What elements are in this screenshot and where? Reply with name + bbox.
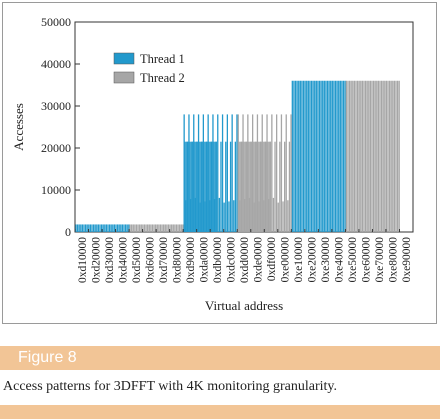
figure-label: Figure 8 bbox=[18, 349, 77, 366]
x-tick-label: 0xe10000 bbox=[293, 237, 305, 283]
y-tick-label: 10000 bbox=[41, 183, 71, 197]
chart-frame: 0 10000 20000 30000 40000 50000 Accesses 0xd100… bbox=[2, 2, 437, 324]
x-tick-label: 0xde0000 bbox=[253, 237, 265, 283]
y-tick-label: 50000 bbox=[41, 15, 71, 29]
figure-caption: Access patterns for 3DFFT with 4K monito… bbox=[3, 379, 338, 394]
x-tick-label: 0xd40000 bbox=[117, 237, 129, 283]
y-tick-label: 40000 bbox=[41, 57, 71, 71]
legend-swatch-1 bbox=[113, 52, 135, 65]
y-axis-label: Accesses bbox=[11, 103, 26, 151]
bar-block-1 bbox=[184, 141, 218, 232]
x-tick-label: 0xd20000 bbox=[90, 237, 102, 283]
x-tick-label: 0xda0000 bbox=[198, 237, 210, 283]
access-chart: 0 10000 20000 30000 40000 50000 Accesses 0xd100… bbox=[11, 15, 414, 313]
bar-block-2 bbox=[238, 141, 272, 232]
bottom-decoration-bar bbox=[0, 405, 440, 419]
x-tick-label: 0xd70000 bbox=[158, 237, 170, 283]
legend-swatch-2 bbox=[113, 71, 135, 84]
x-tick-label: 0xdb0000 bbox=[212, 237, 224, 283]
x-tick-label: 0xdf0000 bbox=[266, 237, 278, 281]
x-tick-label: 0xe40000 bbox=[334, 237, 346, 283]
x-tick-label: 0xd10000 bbox=[77, 237, 89, 283]
x-tick-label: 0xdc0000 bbox=[225, 237, 237, 283]
x-tick-label: 0xd30000 bbox=[104, 237, 116, 283]
x-tick-label: 0xe20000 bbox=[307, 237, 319, 283]
y-tick-label: 30000 bbox=[41, 99, 71, 113]
x-tick-label: 0xe50000 bbox=[347, 237, 359, 283]
x-tick-label: 0xe00000 bbox=[280, 237, 292, 283]
legend-label-2: Thread 2 bbox=[140, 71, 185, 85]
y-tick-label: 20000 bbox=[41, 141, 71, 155]
x-tick-label: 0xe70000 bbox=[374, 237, 386, 283]
figure-label-bar: Figure 8 bbox=[0, 346, 440, 370]
x-tick-label: 0xd90000 bbox=[185, 237, 197, 283]
x-tick-label: 0xdd0000 bbox=[239, 237, 251, 283]
x-tick-label: 0xe80000 bbox=[388, 237, 400, 283]
x-tick-label: 0xe30000 bbox=[320, 237, 332, 283]
x-axis-label: Virtual address bbox=[205, 298, 283, 313]
x-tick-label: 0xe90000 bbox=[401, 237, 413, 283]
x-tick-label: 0xe60000 bbox=[361, 237, 373, 283]
x-tick-label: 0xd80000 bbox=[171, 237, 183, 283]
legend-label-1: Thread 1 bbox=[140, 52, 185, 66]
x-tick-label: 0xd60000 bbox=[144, 237, 156, 283]
y-tick-label: 0 bbox=[65, 225, 71, 239]
x-tick-label: 0xd50000 bbox=[131, 237, 143, 283]
